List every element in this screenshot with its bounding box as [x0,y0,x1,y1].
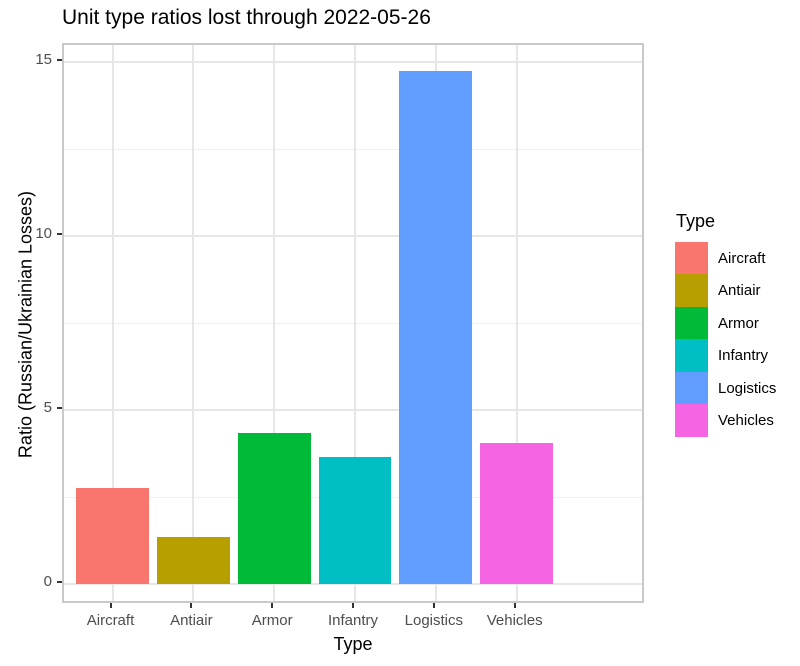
major-gridline-y-5 [64,409,642,411]
x-tick-mark-antiair [190,603,193,608]
minor-gridline-y-7.5 [64,322,642,324]
bar-antiair [156,537,230,584]
x-tick-mark-aircraft [109,603,112,608]
gridline-x-infantry [354,45,356,601]
bar-infantry [318,456,392,584]
major-gridline-y-15 [64,61,642,63]
legend-title: Type [676,211,716,231]
legend-label-armor: Armor [718,314,759,332]
y-tick-mark-0 [57,581,62,583]
x-tick-label-infantry: Infantry [327,612,379,629]
y-tick-mark-10 [57,233,62,235]
chart-title: Unit type ratios lost through 2022-05-26 [62,6,431,29]
x-tick-mark-logistics [432,603,435,608]
legend-swatch-vehicles [675,404,708,437]
plot-panel [62,43,644,603]
y-tick-label-15: 15 [35,51,52,68]
x-tick-mark-vehicles [513,603,516,608]
x-tick-label-aircraft: Aircraft [86,612,135,629]
y-tick-label-10: 10 [35,225,52,242]
x-tick-label-antiair: Antiair [170,612,213,629]
bar-aircraft [76,488,149,584]
y-tick-mark-15 [57,59,62,61]
bar-vehicles [480,443,554,584]
x-tick-label-logistics: Logistics [404,612,463,629]
y-axis-title: Ratio (Russian/Ukrainian Losses) [15,190,36,459]
major-gridline-y-10 [64,235,642,237]
legend-label-infantry: Infantry [718,347,769,365]
legend-label-vehicles: Vehicles [718,412,774,429]
legend-label-aircraft: Aircraft [718,250,766,267]
legend-label-logistics: Logistics [718,379,777,397]
gridline-x-aircraft [111,45,114,601]
y-tick-label-0: 0 [43,573,52,590]
major-gridline-y-0 [64,583,642,585]
x-tick-label-vehicles: Vehicles [486,612,543,629]
x-axis-title: Type [333,634,373,654]
legend-label-antiair: Antiair [718,282,761,300]
x-tick-mark-armor [271,603,274,608]
gridline-x-antiair [192,45,195,601]
y-tick-mark-5 [57,407,62,409]
x-tick-mark-infantry [352,603,354,608]
minor-gridline-y-12.5 [64,148,642,150]
legend-swatch-antiair [675,274,708,308]
legend-swatch-logistics [675,371,708,405]
legend-swatch-infantry [675,339,708,373]
bar-logistics [399,70,473,584]
y-tick-label-5: 5 [43,399,52,416]
legend-swatch-armor [675,306,708,340]
bar-armor [237,432,311,584]
gridline-x-vehicles [515,45,518,601]
gridline-x-armor [273,45,276,601]
x-tick-label-armor: Armor [251,612,293,629]
legend-swatch-aircraft [675,242,708,275]
